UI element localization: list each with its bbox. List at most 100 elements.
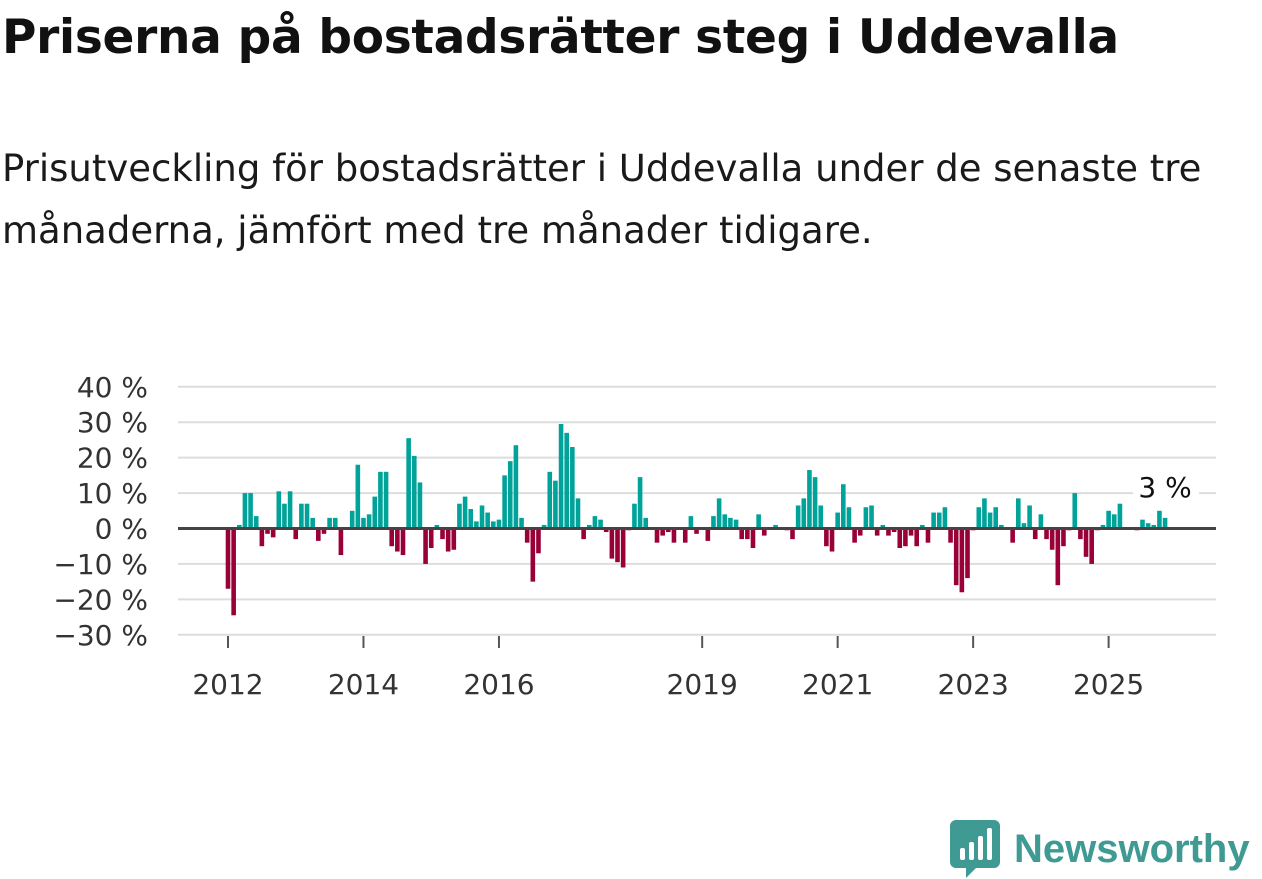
bar bbox=[1027, 505, 1032, 529]
bar bbox=[468, 509, 474, 529]
bar bbox=[547, 471, 553, 529]
bar bbox=[739, 528, 744, 540]
bar bbox=[1140, 519, 1145, 529]
bar bbox=[908, 528, 914, 536]
bar bbox=[603, 528, 609, 533]
y-tick-label: 40 % bbox=[77, 371, 148, 404]
bar bbox=[886, 528, 891, 536]
bar bbox=[705, 528, 711, 541]
annotation-label: 3 % bbox=[1138, 471, 1191, 504]
bar bbox=[1010, 528, 1015, 543]
bar bbox=[1016, 498, 1021, 529]
bar bbox=[999, 524, 1004, 529]
bar bbox=[485, 512, 490, 529]
bar bbox=[671, 528, 677, 543]
bar bbox=[428, 528, 434, 548]
bar bbox=[914, 528, 919, 547]
bar bbox=[406, 438, 411, 529]
bar bbox=[750, 528, 756, 548]
bar bbox=[1089, 528, 1094, 564]
bar bbox=[920, 524, 925, 529]
y-tick-label: −20 % bbox=[53, 583, 148, 616]
bar bbox=[411, 455, 417, 529]
bar bbox=[948, 528, 953, 543]
bar bbox=[519, 517, 524, 529]
bar bbox=[502, 475, 507, 529]
newsworthy-logo: Newsworthy bbox=[950, 820, 1250, 878]
bar bbox=[666, 528, 671, 533]
bar bbox=[225, 528, 231, 589]
bar bbox=[660, 528, 665, 536]
y-tick-label: −10 % bbox=[53, 548, 148, 581]
bar bbox=[976, 507, 982, 529]
bar bbox=[824, 528, 829, 547]
bar bbox=[457, 503, 462, 529]
bar bbox=[287, 491, 293, 529]
bar bbox=[355, 464, 361, 529]
bar bbox=[282, 503, 287, 529]
bar bbox=[570, 447, 575, 529]
bar bbox=[581, 528, 586, 540]
bar bbox=[276, 491, 282, 529]
bar bbox=[807, 470, 812, 529]
bar bbox=[756, 514, 761, 529]
bar bbox=[389, 528, 395, 547]
bar bbox=[366, 514, 372, 529]
bar bbox=[479, 505, 485, 529]
x-tick-label: 2012 bbox=[192, 668, 263, 701]
bar bbox=[863, 507, 869, 529]
bar bbox=[694, 528, 699, 534]
bar bbox=[857, 528, 863, 536]
bar bbox=[1078, 528, 1083, 540]
bar bbox=[846, 507, 852, 529]
x-tick-label: 2023 bbox=[938, 668, 1009, 701]
bar bbox=[349, 510, 355, 529]
bar bbox=[445, 528, 451, 552]
bar bbox=[1151, 524, 1157, 529]
bar bbox=[242, 493, 248, 529]
bar bbox=[620, 528, 626, 568]
bar bbox=[891, 528, 897, 533]
bar bbox=[327, 517, 332, 529]
bar bbox=[773, 524, 778, 529]
bar bbox=[361, 517, 366, 529]
bar bbox=[400, 528, 406, 556]
bar bbox=[270, 528, 276, 538]
bar bbox=[897, 528, 903, 548]
bar-chart-bubble-icon bbox=[950, 820, 1000, 878]
annotation-background bbox=[1133, 470, 1200, 504]
gridlines bbox=[178, 385, 1216, 636]
bar bbox=[959, 528, 965, 593]
bar bbox=[1021, 523, 1027, 529]
y-axis-ticks: 40 %30 %20 %10 %0 %−10 %−20 %−30 % bbox=[53, 371, 148, 652]
bar bbox=[801, 498, 807, 529]
bar bbox=[615, 528, 620, 563]
bar bbox=[874, 528, 880, 536]
bar bbox=[711, 516, 716, 529]
bar bbox=[931, 512, 936, 529]
bar bbox=[1100, 524, 1106, 529]
bar bbox=[1049, 528, 1055, 550]
bar bbox=[236, 524, 242, 529]
bar bbox=[841, 484, 846, 529]
bar bbox=[869, 505, 874, 529]
bar bbox=[299, 503, 304, 529]
bar bbox=[1106, 510, 1111, 529]
brand-name: Newsworthy bbox=[1014, 826, 1250, 871]
y-tick-label: 10 % bbox=[77, 477, 148, 510]
bar bbox=[790, 528, 795, 540]
bar bbox=[253, 516, 259, 529]
bar bbox=[231, 528, 236, 616]
bar bbox=[852, 528, 857, 543]
bar bbox=[654, 528, 660, 543]
bar bbox=[321, 528, 327, 534]
bar bbox=[1055, 528, 1061, 586]
bar bbox=[332, 517, 338, 529]
bar bbox=[1162, 517, 1168, 529]
bar bbox=[728, 517, 733, 529]
bar bbox=[378, 471, 383, 529]
bar bbox=[507, 461, 513, 529]
bar bbox=[553, 480, 558, 529]
bar bbox=[1038, 514, 1044, 529]
bar bbox=[643, 517, 649, 529]
